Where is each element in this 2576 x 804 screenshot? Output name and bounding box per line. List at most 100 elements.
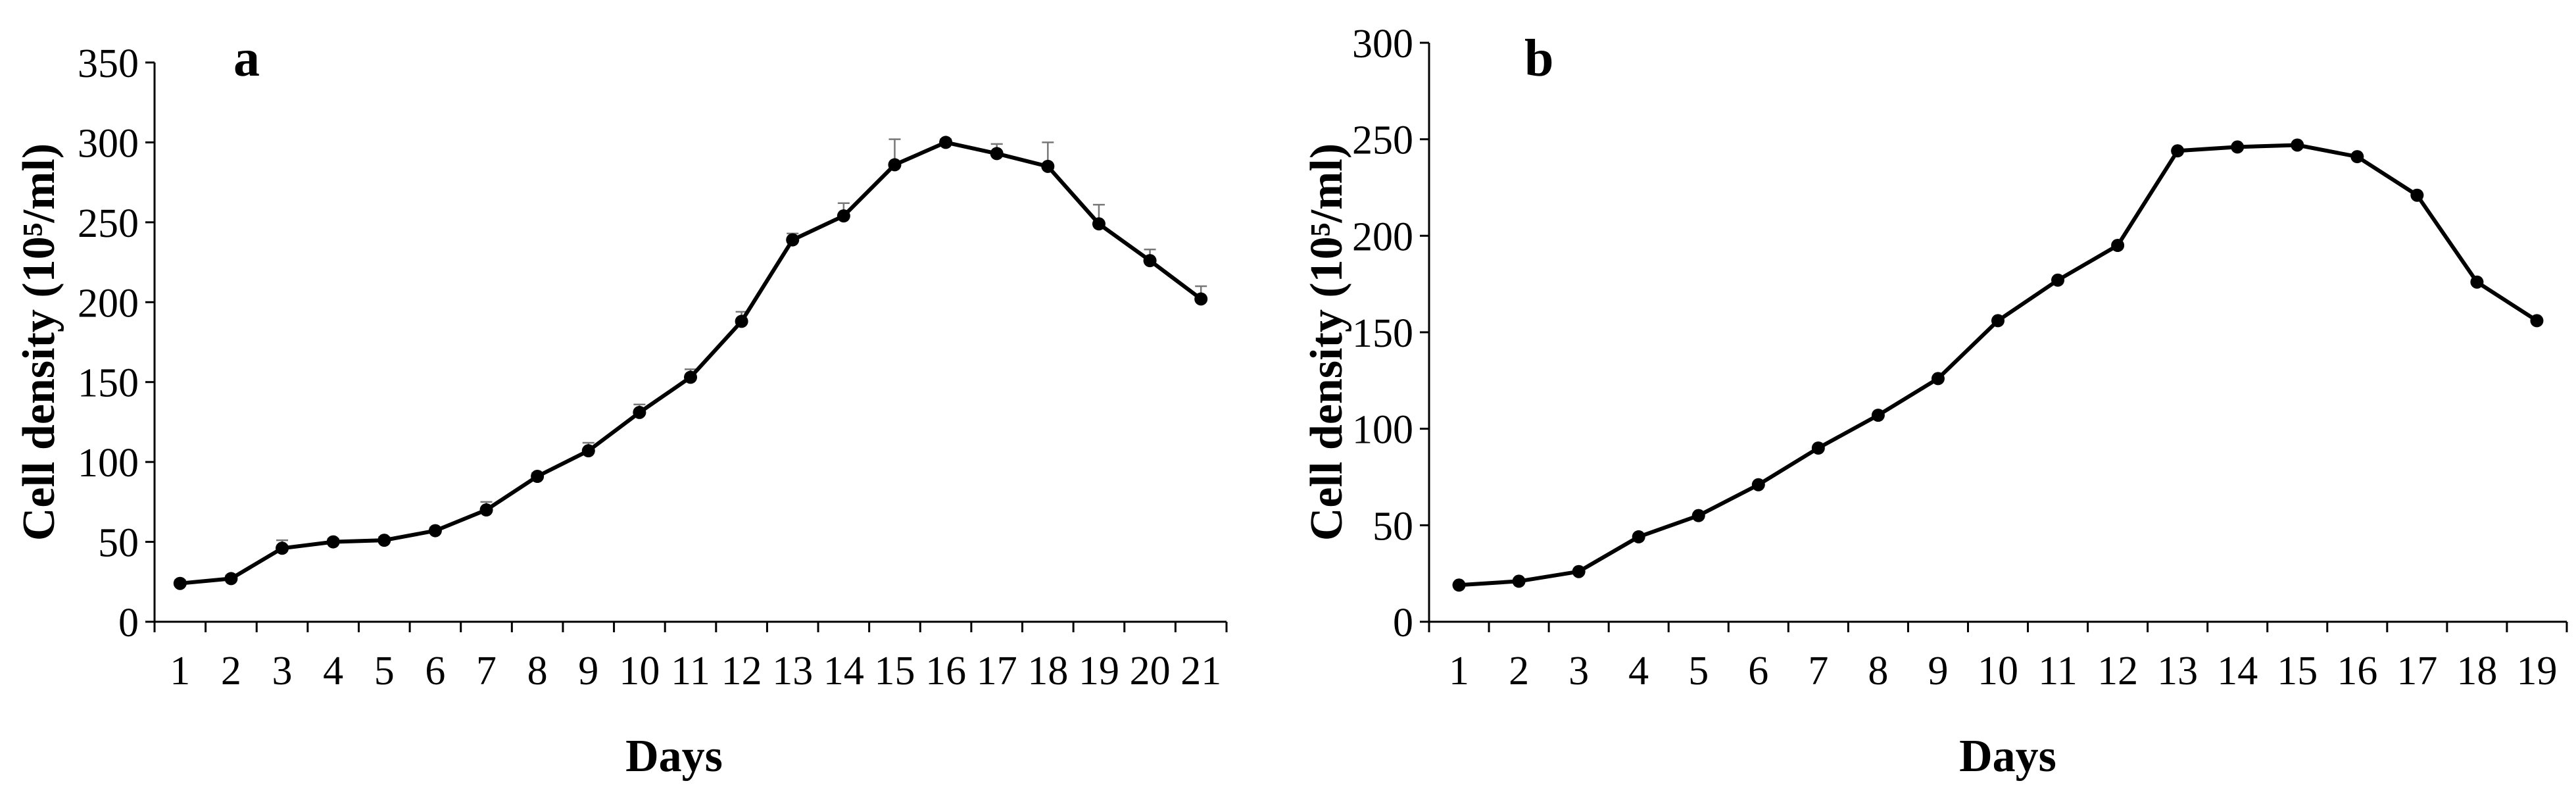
- data-point: [2530, 314, 2544, 328]
- x-tick-label: 14: [2217, 649, 2258, 693]
- data-point: [1092, 217, 1106, 231]
- data-point: [2051, 273, 2065, 287]
- data-point: [1931, 372, 1945, 386]
- data-point: [173, 576, 187, 590]
- y-tick-label: 100: [1352, 408, 1413, 453]
- x-tick-label: 1: [1449, 649, 1469, 693]
- y-tick-label: 100: [78, 441, 139, 486]
- x-tick-label: 12: [2097, 649, 2138, 693]
- data-point: [990, 147, 1004, 161]
- data-point: [2470, 275, 2484, 289]
- x-tick-label: 11: [2038, 649, 2078, 693]
- x-tick-label: 7: [476, 649, 497, 693]
- y-tick-label: 200: [78, 281, 139, 326]
- x-tick-label: 6: [1748, 649, 1768, 693]
- y-axis-title: Cell density (10⁵/ml): [1301, 143, 1352, 541]
- x-tick-label: 16: [2337, 649, 2377, 693]
- data-point: [786, 233, 800, 247]
- x-tick-label: 2: [221, 649, 241, 693]
- x-tick-label: 7: [1808, 649, 1828, 693]
- data-point: [735, 314, 748, 328]
- x-tick-label: 13: [2157, 649, 2198, 693]
- data-point: [2291, 138, 2304, 152]
- series-line: [180, 140, 1203, 586]
- x-tick-label: 13: [772, 649, 813, 693]
- data-point: [1811, 441, 1825, 455]
- data-point: [428, 524, 442, 538]
- x-tick-label: 12: [721, 649, 762, 693]
- x-tick-label: 18: [1027, 649, 1068, 693]
- y-tick-label: 250: [1352, 118, 1413, 163]
- x-tick-label: 1: [170, 649, 190, 693]
- y-tick-label: 200: [1352, 214, 1413, 259]
- y-tick-label: 300: [1352, 22, 1413, 66]
- data-point: [633, 405, 646, 419]
- x-tick-label: 4: [323, 649, 343, 693]
- data-point: [531, 470, 545, 483]
- y-tick-label: 50: [1373, 504, 1413, 549]
- data-point: [1452, 578, 1466, 592]
- x-tick-label: 18: [2456, 649, 2497, 693]
- panel-label: b: [1524, 30, 1554, 88]
- x-axis-title: Days: [1959, 731, 2056, 782]
- data-point: [2350, 150, 2364, 164]
- x-tick-label: 19: [2516, 649, 2557, 693]
- data-point: [1194, 292, 1208, 306]
- chart-panel-b: b Cell density (10⁵/ml) Days 0 50 100 150 20…: [1301, 22, 2568, 782]
- series-line: [1459, 143, 2539, 588]
- data-point: [1041, 159, 1055, 173]
- y-tick-label: 50: [98, 521, 139, 566]
- data-point: [1691, 509, 1705, 522]
- x-tick-label: 9: [1928, 649, 1948, 693]
- data-point: [2410, 188, 2424, 202]
- data-point: [581, 444, 595, 458]
- data-point: [1871, 409, 1885, 422]
- x-tick-label: 17: [2396, 649, 2437, 693]
- x-tick-label: 20: [1130, 649, 1171, 693]
- data-point: [1632, 530, 1645, 543]
- data-point: [837, 209, 850, 223]
- x-tick-label: 16: [925, 649, 966, 693]
- x-tick-label: 6: [425, 649, 445, 693]
- y-tick-label: 0: [118, 601, 139, 645]
- x-axis-title: Days: [625, 731, 723, 782]
- x-tick-label: 19: [1079, 649, 1119, 693]
- y-tick-label: 350: [78, 41, 139, 86]
- data-point: [888, 158, 902, 172]
- x-tick-label: 5: [1688, 649, 1709, 693]
- data-point: [1143, 254, 1157, 268]
- x-tick-label: 8: [1868, 649, 1888, 693]
- data-point: [224, 572, 238, 586]
- data-point: [276, 541, 289, 555]
- x-tick-label: 15: [874, 649, 915, 693]
- x-tick-label: 3: [272, 649, 293, 693]
- x-tick-label: 21: [1180, 649, 1221, 693]
- data-point: [1991, 314, 2005, 328]
- data-point: [2231, 140, 2245, 154]
- x-tick-label: 15: [2277, 649, 2318, 693]
- y-tick-label: 150: [78, 361, 139, 406]
- y-axis-title: Cell density (10⁵/ml): [14, 143, 64, 541]
- x-tick-label: 10: [1978, 649, 2018, 693]
- data-point: [479, 503, 493, 516]
- data-point: [1512, 574, 1526, 588]
- y-tick-label: 300: [78, 121, 139, 166]
- data-point: [684, 370, 697, 384]
- chart-panel-a: a Cell density (10⁵/ml) Days 0 50 100 150 20…: [14, 30, 1228, 782]
- y-tick-label: 0: [1393, 601, 1413, 645]
- data-point: [939, 136, 953, 149]
- panel-label: a: [233, 30, 260, 88]
- x-tick-label: 10: [619, 649, 660, 693]
- x-tick-label: 8: [527, 649, 548, 693]
- y-tick-label: 150: [1352, 311, 1413, 356]
- x-tick-label: 14: [823, 649, 864, 693]
- y-tick-label: 250: [78, 201, 139, 246]
- x-tick-label: 3: [1568, 649, 1589, 693]
- data-point: [1751, 478, 1765, 491]
- data-point: [377, 534, 391, 547]
- x-tick-label: 4: [1628, 649, 1649, 693]
- data-point: [1572, 565, 1586, 578]
